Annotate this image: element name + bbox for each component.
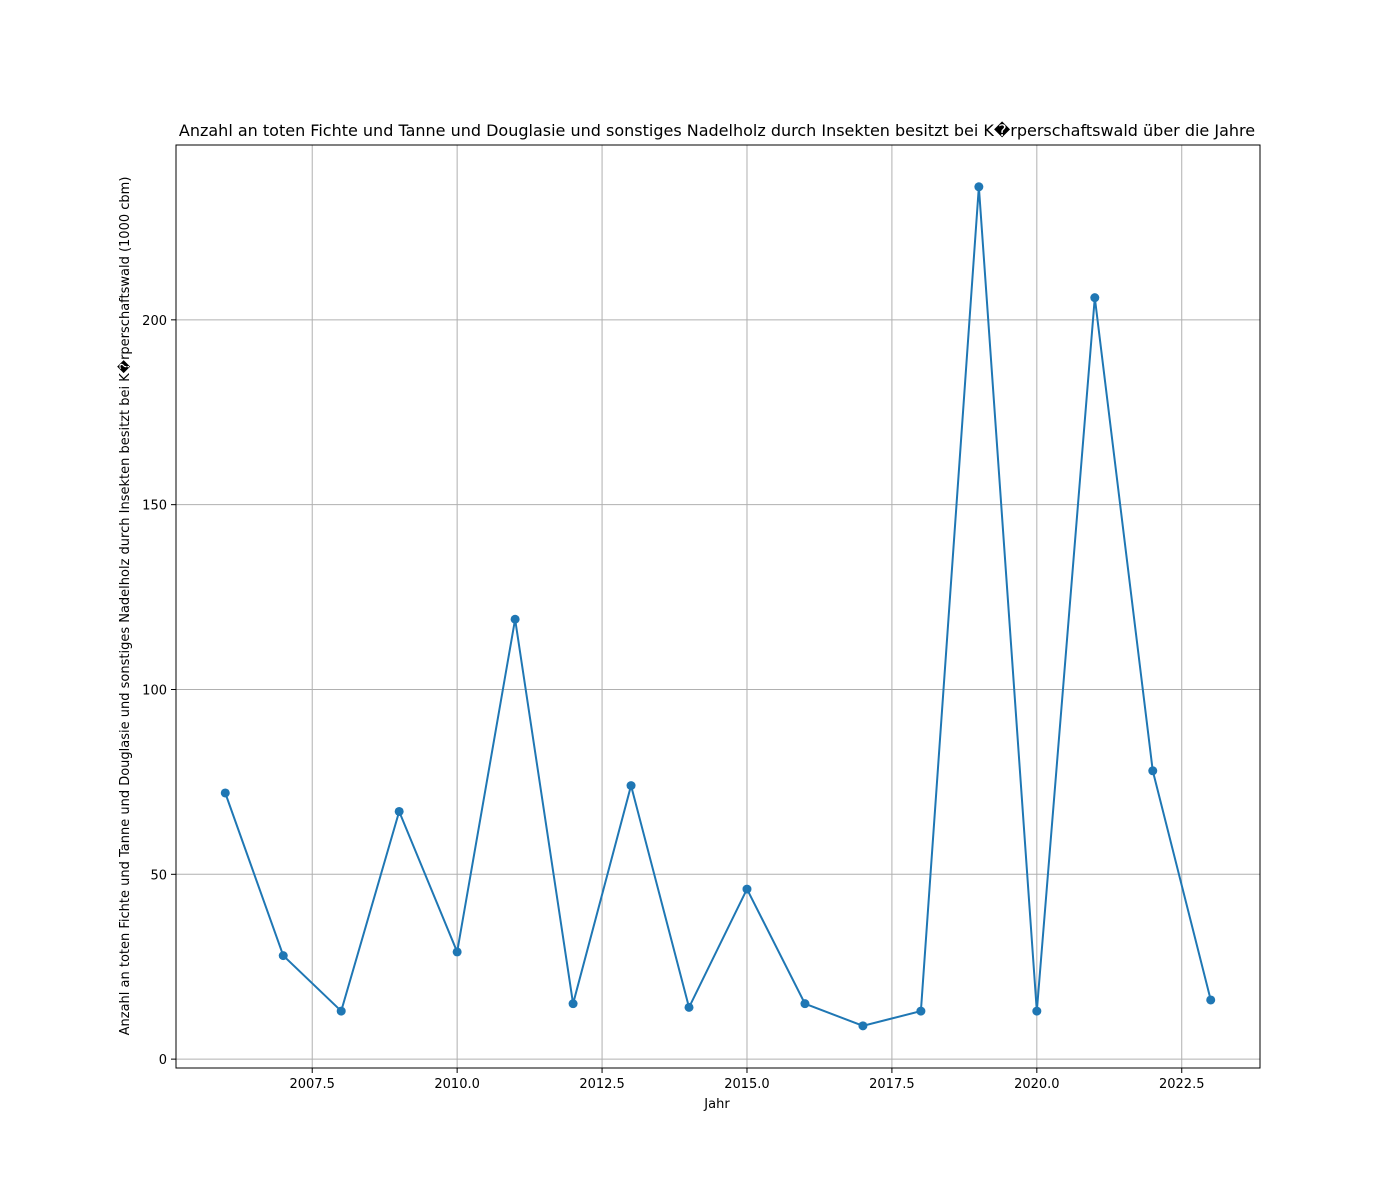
series-line — [224, 186, 1212, 1027]
x-tick-label: 2007.5 — [289, 1077, 335, 1092]
axis-ticks: 2007.5 2010.0 2012.5 2015.0 2017.5 2020.0 2022… — [142, 314, 1204, 1092]
x-tick-label: 2020.0 — [1014, 1077, 1060, 1092]
y-tick-label: 200 — [142, 314, 167, 329]
data-point — [974, 182, 984, 192]
y-axis-label: Anzahl an toten Fichte und Tanne und Dou… — [116, 177, 133, 1036]
data-point — [1206, 995, 1216, 1005]
y-tick-label: 150 — [142, 499, 167, 514]
data-point — [220, 788, 230, 798]
data-point — [626, 781, 636, 791]
data-point — [1032, 1006, 1042, 1016]
data-point — [684, 1002, 694, 1012]
data-series — [220, 182, 1216, 1031]
y-tick-label: 0 — [159, 1053, 167, 1068]
data-point — [394, 806, 404, 816]
data-point — [1090, 293, 1100, 303]
data-point — [742, 884, 752, 894]
data-point — [278, 951, 288, 961]
y-tick-label: 50 — [150, 868, 167, 883]
data-point — [1148, 766, 1158, 776]
grid — [176, 145, 1260, 1068]
data-point — [452, 947, 462, 957]
x-tick-label: 2017.5 — [869, 1077, 915, 1092]
plot-frame — [175, 144, 1261, 1069]
data-point — [916, 1006, 926, 1016]
data-point — [336, 1006, 346, 1016]
data-point — [858, 1021, 868, 1031]
x-tick-label: 2010.0 — [434, 1077, 480, 1092]
y-tick-label: 100 — [142, 683, 167, 698]
chart-title: Anzahl an toten Fichte und Tanne und Dou… — [179, 121, 1255, 140]
x-tick-label: 2015.0 — [724, 1077, 770, 1092]
data-point — [800, 999, 810, 1009]
x-tick-label: 2012.5 — [579, 1077, 625, 1092]
x-tick-label: 2022.5 — [1159, 1077, 1205, 1092]
data-point — [510, 614, 520, 624]
x-axis-label: Jahr — [703, 1097, 730, 1112]
data-point — [568, 999, 578, 1009]
